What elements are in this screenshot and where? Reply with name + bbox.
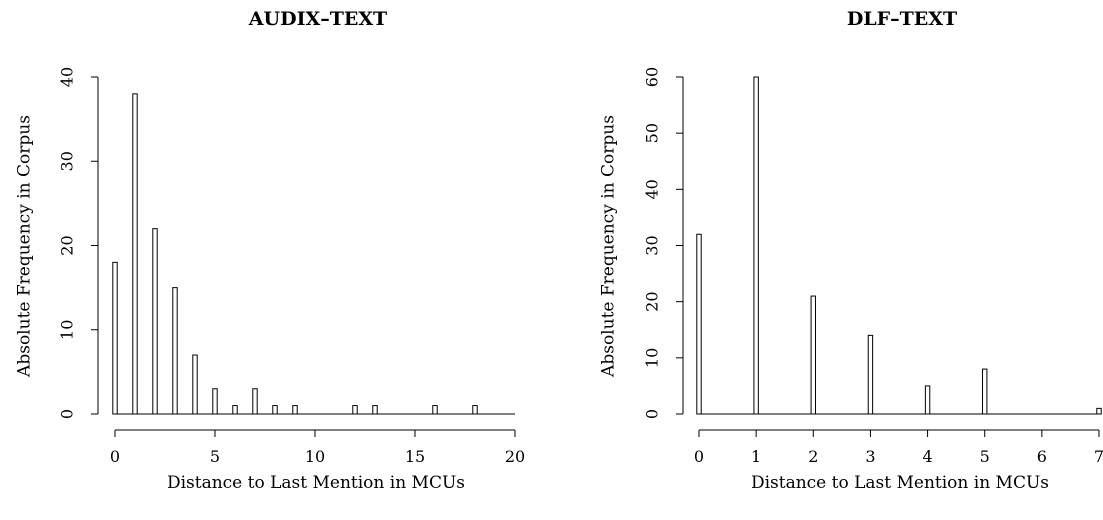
x-axis-label: Distance to Last Mention in MCUs: [167, 473, 465, 493]
bar: [132, 93, 138, 415]
x-tick-label: 0: [110, 447, 120, 466]
x-tick-label: 1: [751, 447, 761, 466]
x-tick-label: 0: [694, 447, 704, 466]
bar: [982, 368, 988, 415]
bar: [292, 405, 298, 415]
bar: [112, 261, 118, 415]
x-tick-label: 4: [922, 447, 932, 466]
bar: [192, 354, 198, 415]
y-tick-label: 10: [643, 348, 662, 368]
y-tick-label: 0: [58, 409, 77, 419]
x-tick-label: 20: [505, 447, 525, 466]
y-tick-label: 50: [643, 123, 662, 143]
bar: [352, 405, 358, 415]
x-tick-label: 15: [405, 447, 425, 466]
bar: [924, 385, 931, 415]
y-axis-label: Absolute Frequency in Corpus: [599, 115, 619, 378]
x-tick-label: 3: [865, 447, 875, 466]
bar: [1096, 407, 1102, 415]
bar: [212, 388, 218, 415]
bar: [372, 405, 378, 415]
x-tick-label: 6: [1037, 447, 1047, 466]
y-tick-label: 0: [643, 409, 662, 419]
y-tick-label: 40: [58, 67, 77, 87]
x-tick-label: 2: [808, 447, 818, 466]
y-tick-label: 40: [643, 179, 662, 199]
x-axis-label: Distance to Last Mention in MCUs: [751, 473, 1049, 493]
bar: [753, 76, 759, 415]
bar: [252, 388, 258, 415]
bar: [432, 405, 438, 415]
chart-title: DLF–TEXT: [847, 8, 957, 30]
x-tick-label: 7: [1094, 447, 1103, 466]
chart-title: AUDIX–TEXT: [248, 8, 387, 30]
bar: [472, 405, 478, 415]
bar: [696, 233, 702, 415]
y-tick-label: 30: [643, 235, 662, 255]
bar: [232, 405, 238, 415]
x-tick-label: 10: [305, 447, 325, 466]
y-tick-label: 20: [58, 235, 77, 255]
bar: [152, 228, 158, 415]
bar: [172, 287, 178, 415]
chart-panel-audix-text: AUDIX–TEXT 0 10 20 30 40 0 5 10 15 20 Absolute Freq…: [15, 8, 526, 493]
y-tick-label: 20: [643, 291, 662, 311]
y-tick-label: 60: [643, 67, 662, 87]
x-tick-label: 5: [210, 447, 220, 466]
x-tick-label: 5: [980, 447, 990, 466]
y-tick-label: 10: [58, 320, 77, 340]
bar: [272, 405, 278, 415]
bar: [810, 295, 816, 415]
y-tick-label: 30: [58, 151, 77, 171]
chart-panel-dlf-text: DLF–TEXT 0 10 20 30 40 50 60 0 1 2 3 4 5 6 7 Absolute Fr…: [599, 8, 1103, 493]
bar: [867, 334, 874, 415]
y-axis-label: Absolute Frequency in Corpus: [15, 115, 35, 378]
